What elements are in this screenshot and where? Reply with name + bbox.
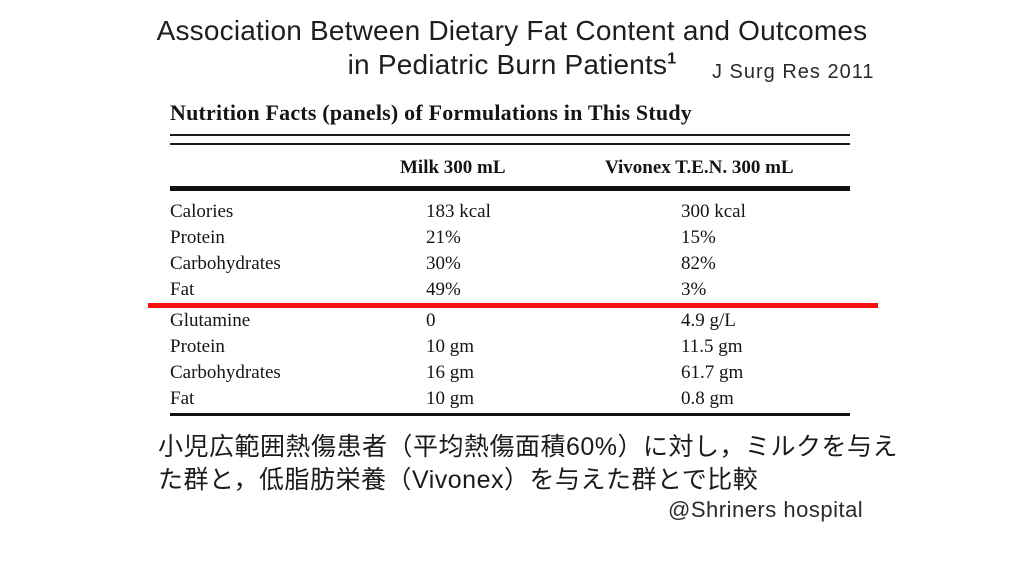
table-section-1: Calories 183 kcal 300 kcal Protein 21% 1… bbox=[170, 199, 850, 303]
journal-reference: J Surg Res 2011 bbox=[712, 61, 875, 83]
row-label: Protein bbox=[170, 336, 225, 357]
vivonex-value: 15% bbox=[681, 227, 716, 248]
milk-value: 16 gm bbox=[426, 362, 475, 383]
row-label: Carbohydrates bbox=[170, 362, 281, 383]
vivonex-value: 3% bbox=[681, 279, 707, 300]
row-label: Calories bbox=[170, 201, 234, 222]
table-bottom-rule bbox=[170, 413, 850, 416]
table-row: Fat 49% 3% bbox=[170, 277, 850, 303]
milk-value: 49% bbox=[426, 279, 461, 300]
hospital-credit: @Shriners hospital bbox=[668, 497, 864, 522]
row-label: Fat bbox=[170, 279, 195, 300]
table-row: Protein 21% 15% bbox=[170, 225, 850, 251]
table-header-row: Milk 300 mL Vivonex T.E.N. 300 mL bbox=[170, 155, 850, 181]
milk-value: 30% bbox=[426, 253, 461, 274]
row-label: Protein bbox=[170, 227, 225, 248]
vivonex-value: 61.7 gm bbox=[681, 362, 744, 383]
vivonex-value: 4.9 g/L bbox=[681, 310, 736, 331]
table-header-rule bbox=[170, 186, 850, 191]
row-label: Carbohydrates bbox=[170, 253, 281, 274]
table-row: Glutamine 0 4.9 g/L bbox=[170, 308, 850, 334]
japanese-annotation: 小児広範囲熱傷患者（平均熱傷面積60%）に対し，ミルクを与え た群と，低脂肪栄養… bbox=[158, 431, 918, 497]
vivonex-value: 0.8 gm bbox=[681, 388, 734, 409]
row-label: Fat bbox=[170, 388, 195, 409]
citation-superscript: 1 bbox=[667, 50, 677, 68]
vivonex-value: 82% bbox=[681, 253, 716, 274]
table-title: Nutrition Facts (panels) of Formulations… bbox=[170, 100, 692, 125]
table-row: Carbohydrates 30% 82% bbox=[170, 251, 850, 277]
table-top-double-rule bbox=[170, 134, 850, 145]
slide-title-line2-text: in Pediatric Burn Patients bbox=[347, 49, 668, 80]
slide-header: Association Between Dietary Fat Content … bbox=[0, 14, 1024, 83]
nutrition-facts-table: Nutrition Facts (panels) of Formulations… bbox=[148, 100, 878, 416]
table-section-2: Glutamine 0 4.9 g/L Protein 10 gm 11.5 g… bbox=[170, 308, 850, 412]
milk-value: 10 gm bbox=[426, 388, 475, 409]
fat-highlight-red-line bbox=[148, 303, 878, 308]
vivonex-value: 300 kcal bbox=[681, 201, 746, 222]
table-row: Carbohydrates 16 gm 61.7 gm bbox=[170, 360, 850, 386]
table-row: Protein 10 gm 11.5 gm bbox=[170, 334, 850, 360]
slide-title-line2: in Pediatric Burn Patients1 J Surg Res 2… bbox=[0, 48, 1024, 83]
milk-value: 21% bbox=[426, 227, 461, 248]
milk-value: 0 bbox=[426, 310, 436, 331]
header-vivonex: Vivonex T.E.N. 300 mL bbox=[605, 157, 794, 178]
slide-title-line1: Association Between Dietary Fat Content … bbox=[156, 15, 868, 46]
row-label: Glutamine bbox=[170, 310, 251, 331]
vivonex-value: 11.5 gm bbox=[681, 336, 743, 357]
milk-value: 183 kcal bbox=[426, 201, 491, 222]
table-row: Fat 10 gm 0.8 gm bbox=[170, 386, 850, 412]
annotation-line2: た群と，低脂肪栄養（Vivonex）を与えた群とで比較 bbox=[158, 466, 759, 494]
table-row: Calories 183 kcal 300 kcal bbox=[170, 199, 850, 225]
header-milk: Milk 300 mL bbox=[400, 157, 506, 178]
milk-value: 10 gm bbox=[426, 336, 475, 357]
annotation-line1: 小児広範囲熱傷患者（平均熱傷面積60%）に対し，ミルクを与え bbox=[158, 433, 899, 461]
